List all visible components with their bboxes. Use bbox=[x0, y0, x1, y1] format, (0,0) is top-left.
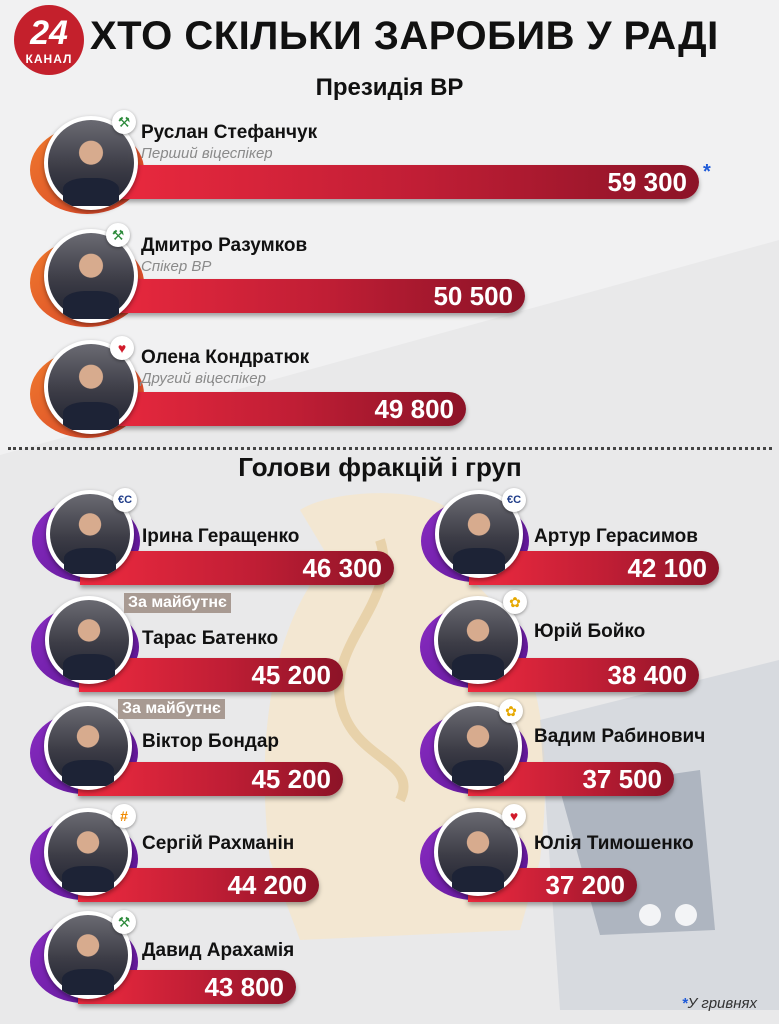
person-name: Юлія Тимошенко bbox=[534, 833, 694, 854]
photo-suit bbox=[62, 969, 114, 995]
salary-bar: 42 100 bbox=[469, 551, 719, 585]
section-title-factions: Голови фракцій і груп bbox=[238, 452, 522, 482]
person-name: Руслан Стефанчук bbox=[141, 122, 318, 143]
photo-suit bbox=[63, 654, 115, 680]
currency-footnote: *У гривнях bbox=[682, 995, 757, 1012]
photo-suit bbox=[62, 866, 114, 892]
asterisk-mark: * bbox=[703, 161, 711, 183]
servant-of-the-people-icon: ⚒ bbox=[106, 223, 130, 247]
salary-bar: 37 200 bbox=[468, 868, 637, 902]
person-photo bbox=[434, 808, 522, 896]
photo-suit bbox=[452, 654, 504, 680]
person-name: Вадим Рабинович bbox=[534, 726, 706, 747]
photo-face bbox=[49, 600, 129, 680]
salary-value: 44 200 bbox=[227, 870, 307, 900]
sunflower-icon: ✿ bbox=[503, 590, 527, 614]
person-role: Другий віцеспікер bbox=[141, 370, 266, 387]
photo-suit bbox=[64, 548, 116, 574]
photo-suit bbox=[452, 760, 504, 786]
photo-suit bbox=[62, 760, 114, 786]
person-name: Давид Арахамія bbox=[142, 940, 295, 961]
party-tag: За майбутнє bbox=[118, 699, 225, 719]
salary-bar: 49 800 bbox=[81, 392, 466, 426]
photo-face bbox=[48, 706, 128, 786]
person-role: Спікер ВР bbox=[141, 258, 212, 275]
photo-face bbox=[438, 812, 518, 892]
salary-value: 38 400 bbox=[607, 660, 687, 690]
person-photo bbox=[45, 596, 133, 684]
salary-value: 37 500 bbox=[582, 764, 662, 794]
salary-value: 45 200 bbox=[251, 660, 331, 690]
salary-value: 45 200 bbox=[251, 764, 331, 794]
person-photo bbox=[44, 808, 132, 896]
photo-suit bbox=[452, 866, 504, 892]
servant-of-the-people-icon: ⚒ bbox=[112, 910, 136, 934]
salary-bar: 45 200 bbox=[79, 658, 343, 692]
heart-icon: ♥ bbox=[502, 804, 526, 828]
footnote-mark: * bbox=[681, 995, 688, 1012]
person-name: Олена Кондратюк bbox=[141, 347, 310, 368]
person-name: Артур Герасимов bbox=[534, 526, 698, 547]
section-divider bbox=[8, 447, 772, 450]
servant-of-the-people-icon: ⚒ bbox=[112, 110, 136, 134]
person-photo bbox=[44, 229, 138, 323]
salary-value: 49 800 bbox=[374, 394, 454, 424]
person-photo bbox=[44, 116, 138, 210]
salary-bar: 46 300 bbox=[80, 551, 394, 585]
salary-value: 46 300 bbox=[302, 553, 382, 583]
sunflower-icon: ✿ bbox=[499, 699, 523, 723]
salary-bar: 50 500 bbox=[81, 279, 525, 313]
person-name: Дмитро Разумков bbox=[141, 235, 308, 256]
photo-suit bbox=[63, 402, 119, 430]
photo-suit bbox=[453, 548, 505, 574]
salary-value: 43 800 bbox=[204, 972, 284, 1002]
european-solidarity-icon: €С bbox=[502, 488, 526, 512]
salary-value: 59 300 bbox=[607, 167, 687, 197]
section-title-presidium: Президія ВР bbox=[315, 74, 464, 101]
holos-icon: # bbox=[112, 804, 136, 828]
salary-bar: 59 300 bbox=[81, 165, 699, 199]
person-photo bbox=[44, 702, 132, 790]
photo-face bbox=[48, 233, 134, 319]
photo-face bbox=[48, 120, 134, 206]
salary-value: 37 200 bbox=[545, 870, 625, 900]
heart-icon: ♥ bbox=[110, 336, 134, 360]
photo-suit bbox=[63, 291, 119, 319]
logo-number: 24 bbox=[30, 14, 68, 52]
party-tag: За майбутнє bbox=[124, 593, 231, 613]
person-name: Сергій Рахманін bbox=[142, 833, 295, 854]
footnote-text: У гривнях bbox=[687, 995, 757, 1012]
person-name: Тарас Батенко bbox=[142, 628, 279, 649]
salary-value: 50 500 bbox=[433, 281, 513, 311]
person-name: Юрій Бойко bbox=[534, 621, 646, 642]
photo-suit bbox=[63, 178, 119, 206]
person-name: Віктор Бондар bbox=[142, 731, 280, 752]
person-name: Ірина Геращенко bbox=[142, 526, 300, 547]
page-title: ХТО СКІЛЬКИ ЗАРОБИВ У РАДІ bbox=[90, 14, 719, 58]
salary-value: 42 100 bbox=[627, 553, 707, 583]
photo-face bbox=[438, 600, 518, 680]
european-solidarity-icon: €С bbox=[113, 488, 137, 512]
channel-24-logo: 24 КАНАЛ bbox=[14, 5, 84, 75]
person-role: Перший віцеспікер bbox=[141, 145, 273, 162]
logo-word: КАНАЛ bbox=[25, 52, 73, 66]
photo-face bbox=[48, 812, 128, 892]
